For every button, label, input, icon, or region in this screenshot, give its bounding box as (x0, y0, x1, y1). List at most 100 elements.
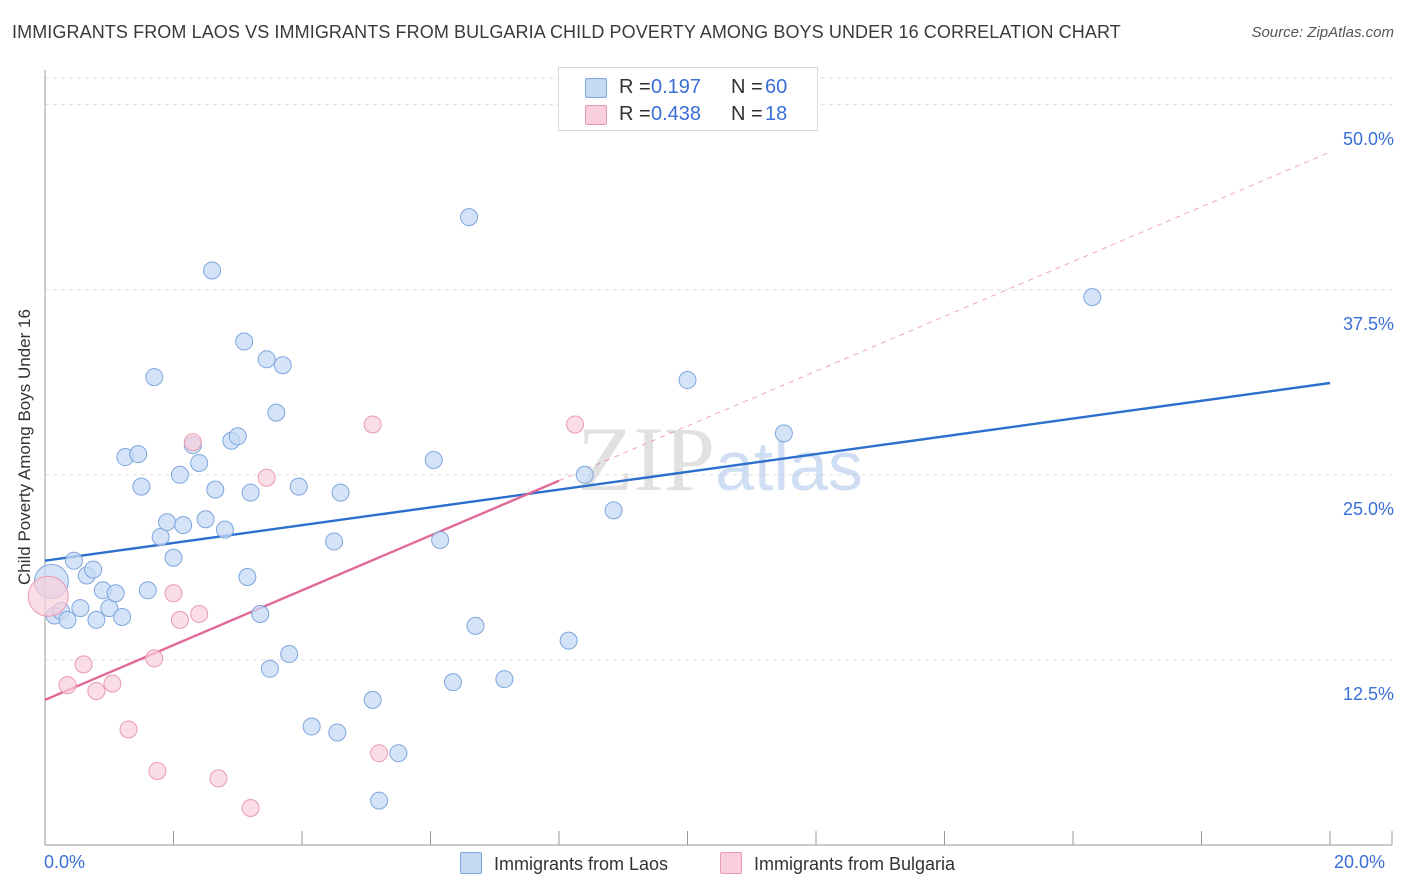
legend-n-value: 60 (765, 76, 788, 98)
bulgaria-trendline-extension (558, 151, 1331, 482)
laos-point (58, 610, 77, 629)
laos-point (431, 530, 450, 549)
bulgaria-point (119, 720, 138, 739)
laos-point (238, 567, 257, 586)
laos-point (215, 520, 234, 539)
laos-point (575, 465, 594, 484)
laos-point (460, 208, 479, 227)
laos-point (64, 551, 83, 570)
laos-point (164, 548, 183, 567)
x-tick-label-min: 0.0% (44, 852, 86, 872)
laos-point (100, 599, 119, 618)
bulgaria-point (363, 415, 382, 434)
bulgaria-point (190, 605, 209, 623)
legend-r-value: 0.438 (651, 103, 702, 125)
bulgaria-point (183, 433, 202, 452)
laos-trendline (44, 381, 1331, 562)
laos-point (1083, 288, 1102, 307)
bulgaria-swatch (720, 852, 742, 874)
legend-n-label: N = (731, 103, 763, 125)
laos-point (370, 791, 389, 810)
laos-point (251, 605, 270, 623)
bulgaria-point (370, 744, 389, 763)
laos-point (235, 332, 254, 351)
bulgaria-point (164, 584, 183, 603)
laos-point (604, 501, 623, 520)
laos-swatch (585, 78, 607, 98)
bulgaria-point (241, 798, 260, 817)
laos-point (257, 350, 276, 369)
bulgaria-point (103, 674, 122, 693)
laos-point (241, 483, 260, 502)
laos-swatch (460, 852, 482, 874)
bulgaria-point (87, 682, 106, 700)
x-tick-label-max: 20.0% (1334, 852, 1386, 872)
laos-point (132, 477, 151, 496)
bulgaria-point (74, 655, 93, 674)
chart-title: IMMIGRANTS FROM LAOS VS IMMIGRANTS FROM … (12, 22, 1121, 42)
laos-point (267, 403, 286, 422)
laos-point (145, 368, 164, 387)
laos-point (203, 261, 222, 280)
laos-point (273, 356, 292, 375)
source-label: Source: ZipAtlas.com (1251, 24, 1394, 41)
y-tick-label: 12.5% (1342, 683, 1394, 704)
laos-point (206, 480, 225, 499)
laos-point (289, 477, 308, 496)
bulgaria-point (209, 769, 228, 788)
laos-point (280, 644, 299, 663)
laos-point (389, 744, 408, 763)
laos-point (158, 513, 177, 532)
laos-point (260, 659, 279, 678)
laos-point (363, 690, 382, 709)
legend-box: R = 0.197 N = 60 R = 0.438 N = 18 (558, 67, 818, 131)
bottom-legend-laos: Immigrants from Laos (460, 852, 668, 875)
laos-point (190, 453, 209, 472)
bulgaria-swatch (585, 105, 607, 125)
laos-point (774, 424, 793, 443)
bulgaria-point (145, 649, 164, 668)
laos-point (71, 599, 90, 618)
legend-n-label: N = (731, 76, 763, 98)
laos-point (151, 528, 170, 546)
laos-point (228, 427, 247, 446)
laos-point (174, 516, 193, 535)
laos-point (170, 465, 189, 484)
trendlines (44, 151, 1331, 701)
laos-point (424, 451, 443, 469)
laos-point (138, 581, 157, 600)
bottom-legend-bulgaria: Immigrants from Bulgaria (720, 852, 955, 875)
bulgaria-point (566, 415, 585, 434)
bulgaria-point (257, 468, 276, 487)
legend-r-label: R = (619, 103, 651, 125)
laos-point (302, 717, 321, 736)
bulgaria-trendline (44, 479, 560, 701)
y-tick-label: 25.0% (1342, 498, 1394, 519)
bulgaria-point (27, 575, 69, 617)
bulgaria-point (170, 610, 189, 629)
watermark-zip: ZIP (577, 408, 715, 510)
laos-point (331, 483, 350, 502)
axes (44, 70, 1393, 846)
y-tick-label: 37.5% (1342, 313, 1394, 334)
laos-point (325, 532, 344, 551)
laos-point (84, 560, 103, 579)
legend-n-value: 18 (765, 103, 788, 125)
laos-point (466, 616, 485, 635)
laos-point (87, 610, 106, 629)
watermark: ZIPatlas (577, 408, 863, 510)
legend-r-label: R = (619, 76, 651, 98)
bulgaria-legend-label: Immigrants from Bulgaria (754, 854, 956, 874)
laos-point (559, 631, 578, 650)
laos-point (443, 673, 462, 692)
laos-point (113, 607, 132, 626)
laos-point (328, 723, 347, 742)
laos-points (33, 208, 1102, 810)
bulgaria-points (27, 415, 585, 817)
bulgaria-point (148, 761, 167, 780)
y-axis-label: Child Poverty Among Boys Under 16 (15, 309, 34, 585)
laos-point (106, 584, 125, 603)
laos-point (196, 510, 215, 529)
laos-point (495, 670, 514, 689)
laos-point (129, 445, 148, 464)
